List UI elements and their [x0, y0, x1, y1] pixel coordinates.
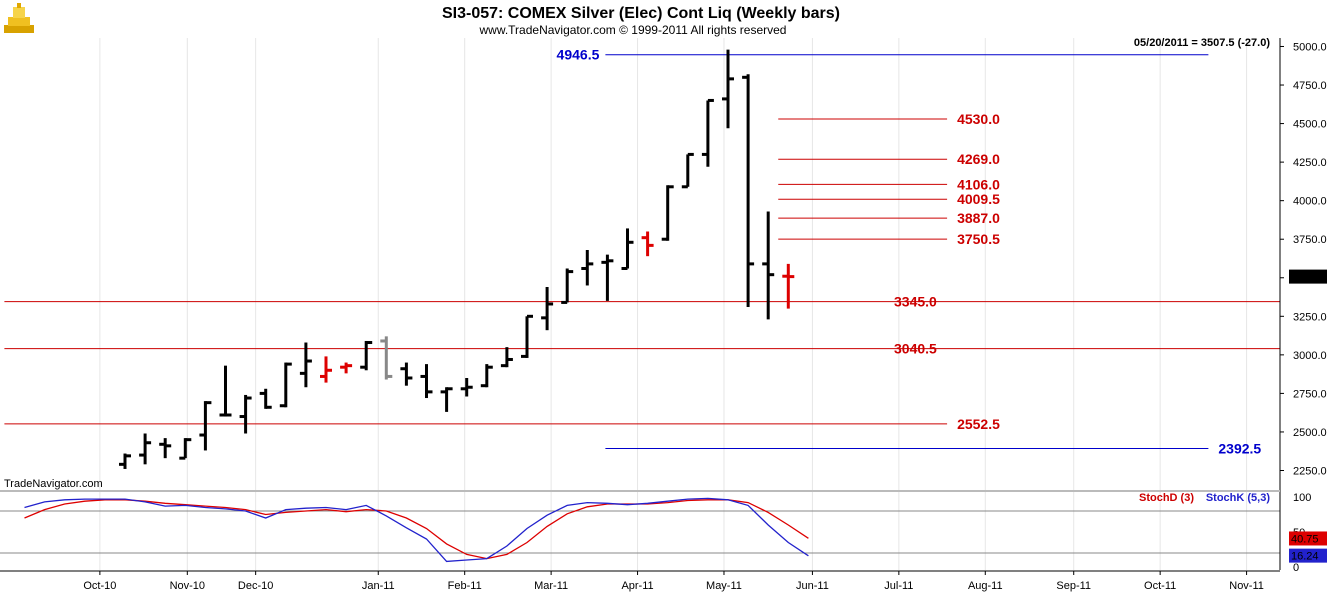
level-label: 3345.0 [894, 294, 937, 310]
stoch-d-line [24, 499, 809, 560]
month-label: Oct-11 [1144, 580, 1176, 592]
month-label: Nov-10 [170, 580, 205, 592]
ohlc-bar [380, 336, 393, 380]
axes: Oct-10 Nov-10 Dec-10 Jan-11 Feb-11 Mar-11 Apr-… [0, 38, 1327, 592]
month-label: Sep-11 [1056, 580, 1091, 592]
price-tick-label: 3750.0 [1293, 234, 1327, 246]
logo-icon [4, 3, 34, 33]
ohlc-bar [641, 231, 654, 257]
brand-label: TradeNavigator.com [4, 478, 103, 490]
ohlc-bar [521, 314, 533, 358]
level-label: 4269.0 [957, 151, 1000, 167]
price-tick-label: 4750.0 [1293, 80, 1327, 92]
price-tick-label: 4000.0 [1293, 196, 1327, 208]
ohlc-bar [259, 388, 272, 409]
price-tick-label: 4500.0 [1293, 119, 1327, 131]
level-label: 4106.0 [957, 176, 1000, 192]
ohlc-bar [601, 254, 614, 301]
ohlc-bar [701, 98, 714, 167]
ohlc-bar [782, 263, 795, 309]
ohlc-bar [219, 365, 232, 417]
ohlc-bar [360, 340, 373, 371]
price-readout: 05/20/2011 = 3507.5 (-27.0) [1134, 37, 1270, 49]
ohlc-bar [440, 387, 453, 412]
month-label: Jul-11 [884, 580, 913, 592]
ohlc-bar [561, 268, 574, 304]
stoch-tick-label: 0 [1293, 562, 1299, 574]
chart-title: SI3-057: COMEX Silver (Elec) Cont Liq (W… [442, 5, 840, 22]
ohlc-bar [460, 377, 473, 397]
ohlc-bar [621, 228, 634, 271]
ohlc-bar [199, 401, 212, 451]
stoch-k-legend: StochK (5,3) [1206, 492, 1271, 504]
price-tick-label: 3000.0 [1293, 350, 1327, 362]
level-label: 3040.5 [894, 341, 937, 357]
ohlc-bar [299, 342, 312, 388]
price-tick-label: 2500.0 [1293, 427, 1327, 439]
ohlc-bar [661, 185, 674, 241]
ohlc-bar [139, 433, 152, 465]
ohlc-bar [581, 250, 594, 286]
month-label: Jan-11 [362, 580, 395, 592]
price-tick-label: 3250.0 [1293, 311, 1327, 323]
ohlc-bar [541, 287, 554, 331]
month-label: Nov-11 [1229, 580, 1264, 592]
stoch-k-line [24, 497, 809, 563]
month-label: Aug-11 [968, 580, 1003, 592]
stoch-k-value-box [1289, 548, 1327, 563]
ohlc-bar [762, 211, 775, 320]
month-label: Oct-10 [83, 580, 116, 592]
ohlc-bar [480, 364, 493, 388]
chart-subtitle: www.TradeNavigator.com © 1999-2011 All r… [479, 23, 787, 37]
month-label: Jun-11 [796, 580, 829, 592]
level-label: 4946.5 [557, 47, 600, 63]
ohlc-bar [239, 394, 252, 434]
stoch-d-legend: StochD (3) [1139, 492, 1194, 504]
stoch-tick-label: 100 [1293, 492, 1311, 504]
level-label: 3750.5 [957, 231, 1000, 247]
ohlc-bar [681, 152, 694, 189]
level-label: 4530.0 [957, 111, 1000, 127]
ohlc-bars [119, 49, 795, 469]
month-label: Mar-11 [534, 580, 568, 592]
month-label: Dec-10 [238, 580, 273, 592]
last-price-label: 3507.5 [1291, 272, 1325, 284]
level-label: 4009.5 [957, 191, 1000, 207]
month-label: Apr-11 [621, 580, 653, 592]
ohlc-bar [159, 438, 172, 459]
stoch-d-value-box [1289, 531, 1327, 546]
price-tick-label: 2750.0 [1293, 388, 1327, 400]
ohlc-bar [340, 362, 353, 374]
price-tick-label: 4250.0 [1293, 157, 1327, 169]
last-price-box [1289, 269, 1327, 284]
ohlc-bar [722, 49, 734, 129]
ohlc-bar [320, 356, 332, 383]
ohlc-bar [420, 364, 433, 399]
stoch-d-value-label: 40.75 [1291, 533, 1319, 545]
ohlc-bar [179, 438, 192, 460]
ohlc-bar [500, 347, 513, 368]
price-tick-label: 2250.0 [1293, 465, 1327, 477]
ohlc-bar [279, 362, 292, 408]
level-label: 3887.0 [957, 210, 1000, 226]
ohlc-bar [119, 453, 131, 469]
stoch-k-value-label: 16.24 [1291, 551, 1319, 563]
month-label: May-11 [706, 580, 742, 592]
price-tick-label: 5000.0 [1293, 41, 1327, 53]
month-label: Feb-11 [448, 580, 482, 592]
ohlc-bar [400, 362, 413, 386]
level-label: 2392.5 [1218, 441, 1261, 457]
ohlc-bar [742, 74, 755, 308]
level-label: 2552.5 [957, 416, 1000, 432]
